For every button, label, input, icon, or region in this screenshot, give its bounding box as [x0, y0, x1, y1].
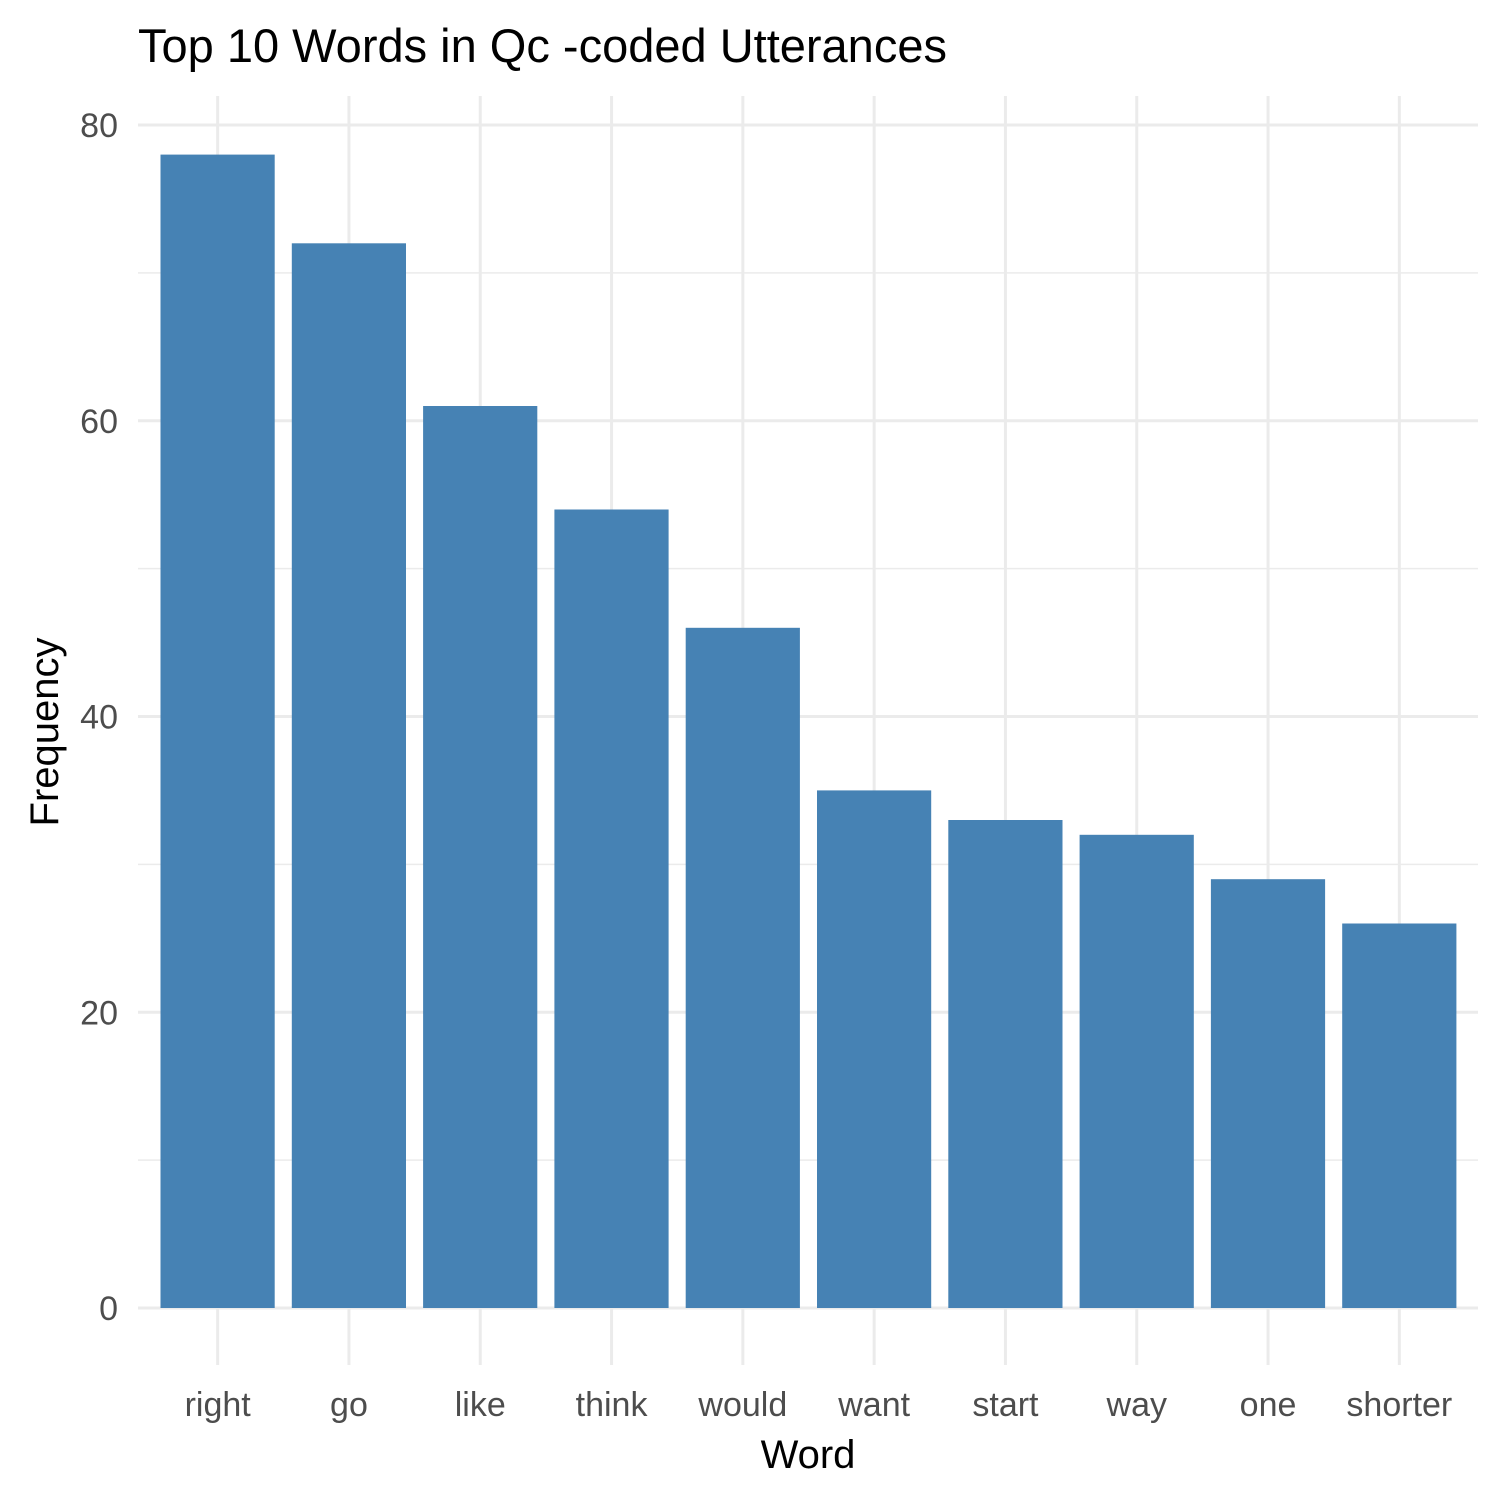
y-tick-label: 0 [99, 1290, 118, 1328]
bar-one [1210, 879, 1326, 1308]
x-tick-label: want [837, 1386, 910, 1424]
bar-like [423, 406, 538, 1308]
x-tick-label: one [1240, 1386, 1297, 1424]
y-tick-label: 80 [80, 107, 118, 145]
bar-start [948, 820, 1063, 1308]
x-axis-title: Word [761, 1433, 856, 1477]
x-tick-label: think [576, 1386, 649, 1424]
y-tick-label: 20 [80, 994, 118, 1032]
y-tick-label: 40 [80, 699, 118, 737]
bar-shorter [1342, 923, 1457, 1308]
bar-go [291, 243, 406, 1308]
x-tick-label: right [185, 1386, 252, 1424]
chart-title: Top 10 Words in Qc -coded Utterances [138, 19, 947, 72]
bar-way [1079, 834, 1194, 1308]
x-tick-label: start [972, 1386, 1039, 1424]
bars [160, 154, 1457, 1309]
x-axis-ticks: right go like think would want start way one shor… [185, 1386, 1453, 1424]
y-axis-title: Frequency [23, 638, 67, 827]
bar-want [817, 790, 932, 1308]
x-tick-label: like [455, 1386, 506, 1424]
y-tick-label: 60 [80, 403, 118, 441]
bar-would [685, 627, 800, 1308]
bar-think [554, 509, 669, 1308]
x-tick-label: would [697, 1386, 787, 1424]
x-tick-label: go [330, 1386, 368, 1424]
x-tick-label: way [1106, 1386, 1167, 1424]
y-axis-ticks: 0 20 40 60 80 [80, 107, 118, 1328]
bar-right [160, 154, 275, 1309]
x-tick-label: shorter [1346, 1386, 1452, 1424]
